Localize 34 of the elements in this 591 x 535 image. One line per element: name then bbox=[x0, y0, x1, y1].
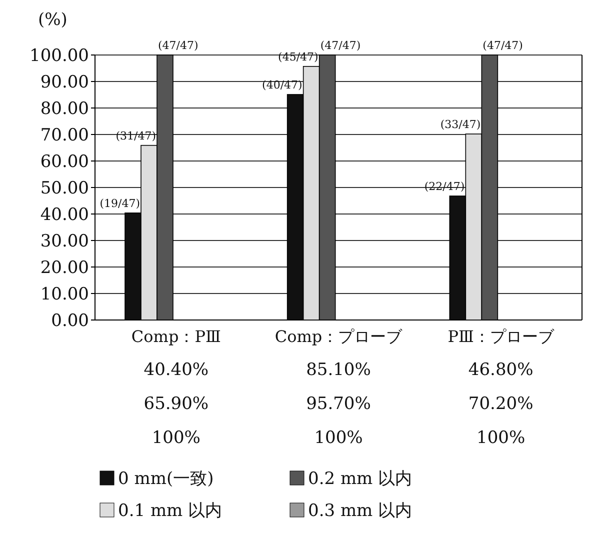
y-tick-label: 30.00 bbox=[40, 232, 89, 252]
legend-label: 0.3 mm 以内 bbox=[308, 501, 412, 521]
y-tick-label: 80.00 bbox=[40, 99, 89, 119]
data-label: (33/47) bbox=[440, 118, 481, 131]
text: 70.20% bbox=[468, 394, 534, 414]
text: 100% bbox=[476, 428, 526, 448]
text: 100% bbox=[152, 428, 200, 448]
y-tick-label: 50.00 bbox=[40, 178, 89, 198]
y-tick-label: 20.00 bbox=[40, 258, 89, 278]
text: 65.90% bbox=[144, 394, 209, 414]
y-axis-title: (%) bbox=[38, 10, 68, 30]
legend-label: 0.2 mm 以内 bbox=[308, 469, 412, 489]
y-tick-label: 60.00 bbox=[40, 152, 89, 172]
y-tick-label: 100.00 bbox=[30, 46, 89, 66]
y-tick-label: 10.00 bbox=[40, 284, 89, 304]
text: 46.80% bbox=[468, 360, 534, 380]
data-label: (19/47) bbox=[100, 196, 140, 210]
text: 100% bbox=[314, 428, 363, 448]
y-tick-label: 90.00 bbox=[40, 72, 89, 92]
data-label: (47/47) bbox=[158, 39, 198, 52]
y-tick-label: 70.00 bbox=[40, 126, 89, 146]
data-label: (47/47) bbox=[320, 39, 361, 52]
x-tick-label: PⅢ：プローブ bbox=[448, 327, 555, 346]
text: 85.10% bbox=[306, 360, 371, 380]
legend-label: 0.1 mm 以内 bbox=[118, 501, 222, 521]
data-label: (40/47) bbox=[262, 78, 302, 92]
text: 40.40% bbox=[144, 360, 209, 380]
text: 95.70% bbox=[306, 394, 371, 414]
x-tick-label: Comp：PⅢ bbox=[131, 327, 221, 346]
x-tick-label: Comp：プローブ bbox=[274, 327, 404, 346]
legend-label: 0 mm(一致) bbox=[118, 469, 214, 489]
y-tick-label: 0.00 bbox=[51, 311, 89, 331]
y-tick-label: 40.00 bbox=[40, 205, 89, 225]
data-label: (47/47) bbox=[482, 39, 523, 52]
